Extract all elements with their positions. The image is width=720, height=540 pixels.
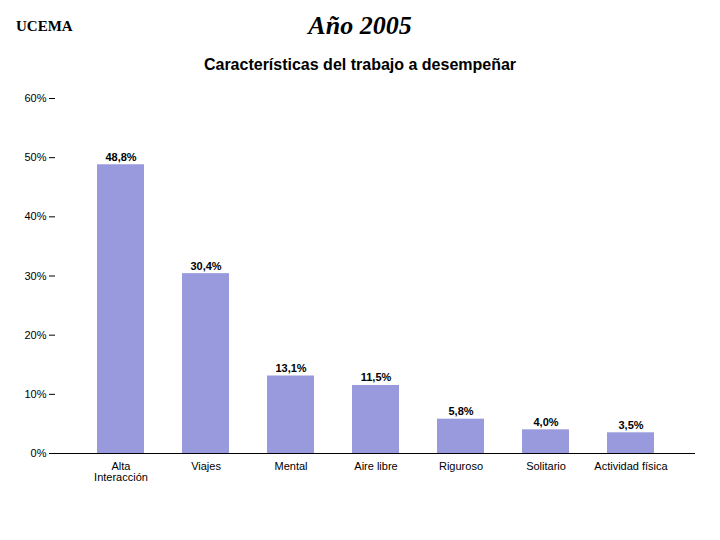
svg-text:Riguroso: Riguroso (439, 460, 483, 472)
svg-text:3,5%: 3,5% (618, 419, 643, 431)
svg-text:Viajes: Viajes (191, 460, 221, 472)
svg-text:10%: 10% (24, 388, 46, 400)
html-text:Año 2005: Año 2005 (308, 11, 412, 40)
svg-text:0%: 0% (31, 447, 47, 459)
svg-text:Actividad física: Actividad física (594, 460, 668, 472)
svg-text:Solitario: Solitario (526, 460, 566, 472)
svg-text:30%: 30% (24, 270, 46, 282)
svg-text:20%: 20% (24, 329, 46, 341)
html-text:UCEMA: UCEMA (16, 17, 73, 34)
svg-text:30,4%: 30,4% (190, 260, 221, 272)
svg-text:40%: 40% (24, 210, 46, 222)
svg-text:50%: 50% (24, 151, 46, 163)
svg-text:13,1%: 13,1% (275, 362, 306, 374)
svg-text:AltaInteracción: AltaInteracción (94, 460, 148, 483)
svg-text:4,0%: 4,0% (533, 416, 558, 428)
svg-text:11,5%: 11,5% (361, 371, 392, 383)
svg-text:Aire libre: Aire libre (354, 460, 397, 472)
html-text:Características del trabajo a: Características del trabajo a desempeñar (203, 56, 517, 73)
svg-text:60%: 60% (24, 92, 46, 104)
svg-text:5,8%: 5,8% (448, 405, 473, 417)
svg-text:48,8%: 48,8% (105, 151, 136, 163)
svg-text:Mental: Mental (274, 460, 307, 472)
